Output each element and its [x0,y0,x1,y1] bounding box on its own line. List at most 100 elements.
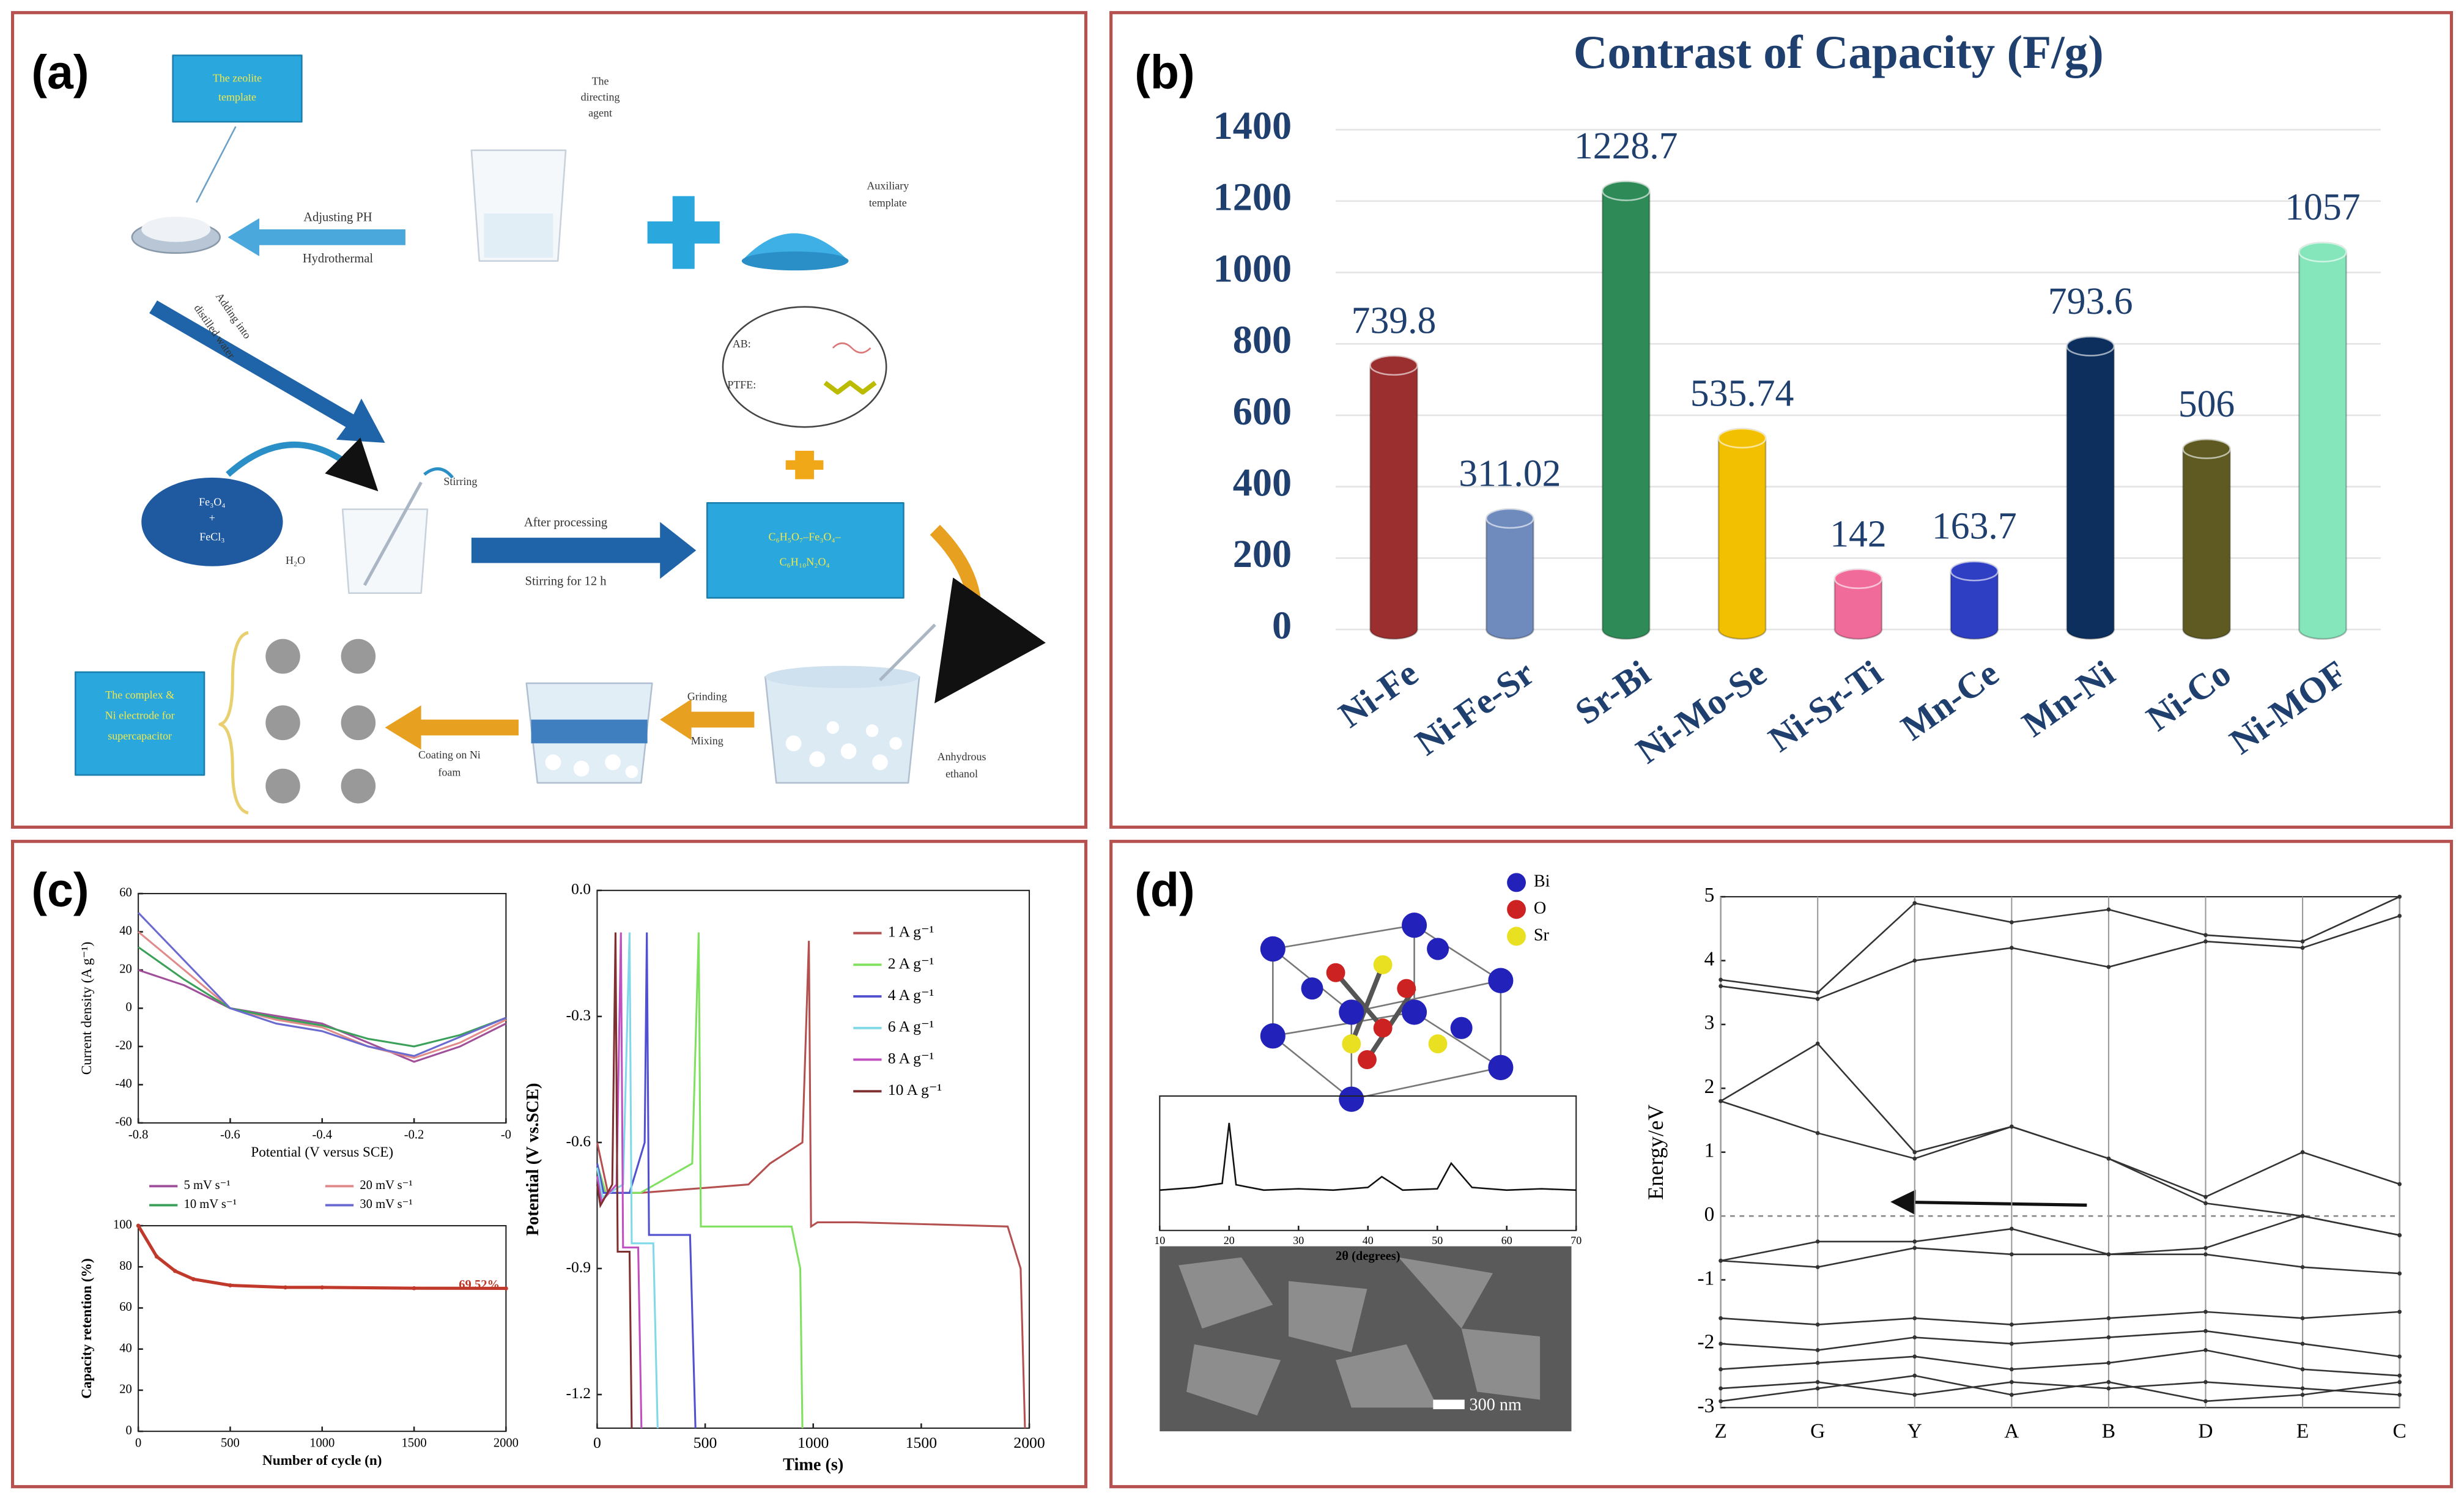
diagram-text: The complex & [105,689,174,701]
x-tick-label: 1500 [402,1437,427,1450]
diagram-text: agent [588,106,612,119]
diagram-text: C₆H₁₀N₂O₄ [779,556,829,568]
y-tick-label: 800 [1233,318,1292,361]
x-axis-label: 2θ (degrees) [1336,1250,1400,1263]
x-tick-label: E [2296,1420,2309,1442]
panel-frame [10,840,1088,1489]
series-line [1720,1349,2400,1377]
series-line [596,941,1026,1429]
series-line [1720,1100,2400,1236]
y-tick-label: -3 [1698,1395,1715,1417]
diagram-text: foam [438,766,461,779]
x-tick-label: 0 [135,1437,141,1450]
bar-cap [1717,428,1767,449]
value-label: 793.6 [2048,281,2133,322]
diagram-text: supercapacitor [108,730,172,742]
diagram-text: C₆H₅O₇–Fe₃O₄– [768,530,841,543]
series-line [138,931,507,1059]
series-line [1720,915,2400,1000]
y-tick-label: -40 [115,1077,131,1091]
series-line [596,932,643,1429]
legend-label: 20 mV s⁻¹ [360,1179,412,1192]
value-label: 535.74 [1690,372,1794,414]
y-tick-label: 2 [1704,1075,1715,1098]
series-line [1720,895,2400,994]
y-tick-label: 80 [119,1259,132,1273]
process-diagram [75,54,1046,815]
bar-cap [1833,568,1883,590]
x-tick-label: Sr-Bi [1568,653,1657,733]
x-tick-label: 500 [694,1434,717,1451]
x-tick-label: 60 [1501,1234,1512,1247]
x-tick-label: 2000 [1013,1434,1045,1451]
y-tick-label: 60 [119,886,132,900]
y-tick-label: 5 [1704,884,1715,906]
diagram-text: Stirring [443,475,477,487]
series-line [1160,1122,1577,1191]
x-tick-label: Ni-Fe-Sr [1408,653,1541,763]
panel-label: (b) [1134,46,1194,98]
legend-label: 2 A g⁻¹ [888,954,934,972]
x-tick-label: D [2198,1420,2213,1442]
sem-image [1160,1246,1572,1432]
y-tick-label: 20 [119,1383,132,1396]
x-tick-label: Z [1714,1420,1726,1442]
y-tick-label: 600 [1233,390,1292,433]
diagram-text: Ni electrode for [105,709,175,721]
bar [2298,242,2347,640]
series-line [1720,1374,2400,1402]
x-tick-label: -0.8 [128,1128,149,1141]
y-tick-label: 0 [1704,1203,1715,1226]
series-line [1720,1247,2400,1275]
plot-frame [1159,1095,1577,1231]
y-tick-label: -1 [1698,1267,1715,1289]
bar [1601,180,1651,640]
x-tick-label: 1000 [797,1434,829,1451]
x-tick-label: A [2004,1420,2019,1442]
series-line [138,969,507,1063]
series-line [1720,1042,2400,1198]
y-tick-label: 1 [1704,1139,1715,1161]
legend-label: 4 A g⁻¹ [888,986,934,1004]
diagram-text: Hydrothermal [303,252,374,265]
x-tick-label: Ni-Co [2139,653,2238,739]
diagram-text: The zeolite [213,72,262,84]
diagram-text: Coating on Ni [418,749,481,761]
y-tick-label: 20 [119,963,132,976]
x-tick-label: 70 [1571,1234,1582,1247]
y-tick-label: 0.0 [571,880,591,898]
crystal-structure [1260,873,1526,1112]
legend-label: 10 mV s⁻¹ [184,1198,237,1211]
diagram-text: FeCl₃ [199,530,224,543]
x-tick-label: Ni-MOF [2222,653,2354,762]
diagram-text: template [869,197,907,209]
series-line [138,912,506,1058]
scale-label: 300 nm [1469,1395,1522,1414]
x-tick-label: 1000 [309,1437,335,1450]
value-label: 163.7 [1932,505,2017,547]
y-tick-label: 100 [113,1218,132,1232]
panel-frame [1109,11,2454,829]
series-line [1720,1311,2400,1325]
plot-frame [1720,896,2400,1409]
y-tick-label: 4 [1704,947,1715,970]
y-tick-label: 3 [1704,1012,1715,1034]
series-line [1720,1330,2400,1358]
panel-frame [10,11,1088,829]
series-line [1720,1215,2400,1262]
value-label: 311.02 [1459,453,1561,494]
value-label: 1057 [2285,187,2360,228]
series-line [1720,1381,2400,1396]
diagram-text: template [218,91,256,103]
y-tick-label: 0 [126,1424,132,1437]
x-tick-label: Mn-Ce [1894,653,2006,749]
x-tick-label: Ni-Fe [1331,653,1425,736]
value-label: 142 [1830,513,1887,555]
y-tick-label: -0.6 [566,1132,591,1150]
y-tick-label: 40 [119,1341,132,1355]
y-tick-label: 200 [1233,532,1292,576]
legend-label: 6 A g⁻¹ [888,1018,934,1035]
x-tick-label: Ni-Sr-Ti [1761,653,1890,760]
x-tick-label: 500 [221,1437,240,1450]
y-tick-label: 400 [1233,461,1292,504]
